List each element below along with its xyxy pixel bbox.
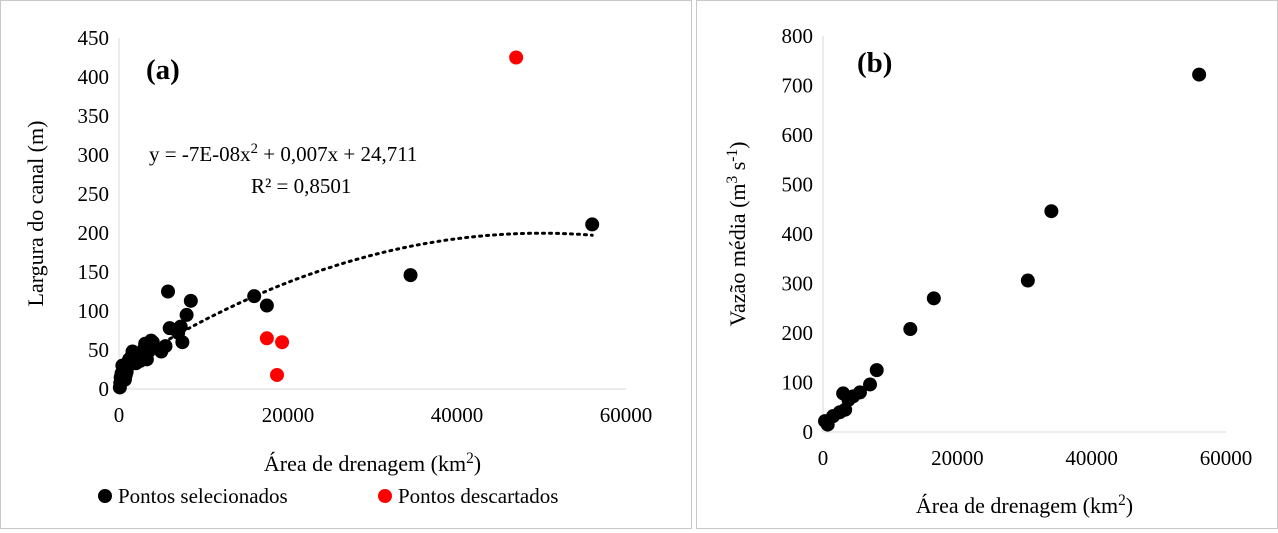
legend-label-discarded: Pontos descartados	[398, 484, 558, 508]
data-point-series-1	[903, 322, 918, 337]
y-tick-label: 350	[78, 104, 110, 128]
data-point-series-1	[1192, 67, 1207, 82]
data-point-series-1	[161, 284, 176, 299]
data-point-series-1	[247, 289, 262, 304]
data-point-series-1	[175, 335, 190, 350]
r-squared-label: R² = 0,8501	[251, 174, 351, 198]
scatter-chart-a: 0 50 100 150 200 250 300 350 400 450 0 20000 40000 60…	[23, 26, 653, 508]
y-tick-label: 50	[88, 338, 109, 362]
y-tick-label: 200	[782, 321, 814, 345]
x-tick-label: 60000	[600, 403, 653, 427]
trendline-equation: y = -7E-08x2 + 0,007x + 24,711	[149, 141, 417, 166]
x-tick-label: 20000	[262, 403, 315, 427]
x-axis-title: Área de drenagem (km2)	[264, 450, 481, 477]
y-tick-label: 400	[782, 222, 814, 246]
x-tick-label: 40000	[431, 403, 484, 427]
data-point-series-2	[275, 335, 290, 350]
data-point-series-1	[1020, 273, 1035, 288]
data-point-series-1	[403, 268, 418, 283]
panel-label: (b)	[857, 47, 892, 79]
y-axis-title: Largura do canal (m)	[23, 121, 48, 307]
data-point-series-1	[863, 377, 878, 392]
data-point-series-1	[852, 385, 867, 400]
data-point-series-1	[145, 335, 160, 350]
y-tick-label: 100	[782, 371, 814, 395]
y-tick-label: 500	[782, 173, 814, 197]
chart-panel-b: 0 100 200 300 400 500 600 700 800 0 20000 40000 6000…	[696, 0, 1278, 529]
x-tick-label: 40000	[1065, 446, 1118, 470]
x-tick-label: 0	[818, 446, 829, 470]
y-tick-label: 100	[78, 299, 110, 323]
chart-panel-a: 0 50 100 150 200 250 300 350 400 450 0 20000 40000 60…	[0, 0, 692, 529]
x-tick-label: 20000	[931, 446, 984, 470]
legend-marker-selected	[98, 489, 112, 503]
data-point-series-1	[158, 339, 173, 354]
scatter-chart-b: 0 100 200 300 400 500 600 700 800 0 20000 40000 6000…	[724, 24, 1253, 519]
y-tick-label: 800	[782, 24, 814, 48]
y-tick-label: 250	[78, 182, 110, 206]
legend-marker-discarded	[378, 489, 392, 503]
y-tick-label: 700	[782, 74, 814, 98]
panel-label: (a)	[146, 54, 180, 86]
y-tick-label: 400	[78, 65, 110, 89]
x-tick-label: 60000	[1200, 446, 1253, 470]
x-tick-label: 0	[114, 403, 125, 427]
y-tick-label: 300	[782, 272, 814, 296]
y-tick-label: 600	[782, 123, 814, 147]
y-tick-label: 300	[78, 143, 110, 167]
data-point-series-1	[869, 363, 884, 378]
y-tick-label: 150	[78, 260, 110, 284]
data-point-series-2	[259, 331, 274, 346]
data-point-series-1	[173, 319, 188, 334]
data-point-series-1	[179, 307, 194, 322]
trendline	[168, 231, 594, 341]
y-tick-label: 450	[78, 26, 110, 50]
data-point-series-2	[270, 367, 285, 382]
data-point-series-1	[183, 293, 198, 308]
data-point-series-1	[585, 217, 600, 232]
data-point-series-1	[926, 291, 941, 306]
y-tick-label: 0	[803, 420, 814, 444]
y-tick-label: 200	[78, 221, 110, 245]
legend-label-selected: Pontos selecionados	[118, 484, 288, 508]
y-tick-label: 0	[99, 377, 110, 401]
data-point-series-2	[509, 50, 524, 65]
data-point-series-1	[1044, 204, 1059, 219]
x-axis-title: Área de drenagem (km2)	[916, 492, 1133, 519]
data-point-series-1	[259, 298, 274, 313]
y-axis-title: Vazão média (m3 s-1)	[724, 142, 751, 327]
